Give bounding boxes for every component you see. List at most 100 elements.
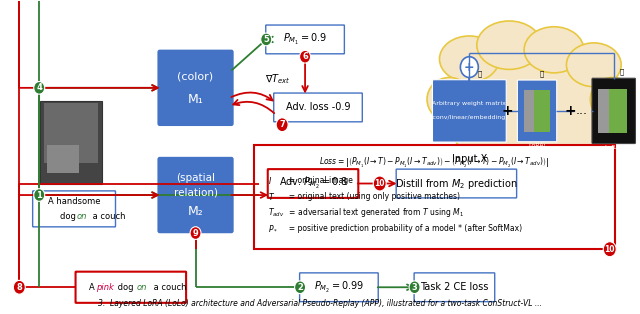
FancyBboxPatch shape — [33, 191, 115, 227]
Text: (conv/linear/embedding): (conv/linear/embedding) — [431, 115, 508, 120]
Text: Adv. loss -0.9: Adv. loss -0.9 — [285, 102, 350, 112]
Text: 🔒: 🔒 — [540, 71, 544, 77]
Circle shape — [604, 242, 616, 257]
Text: M₁: M₁ — [188, 93, 204, 106]
Circle shape — [276, 118, 288, 132]
Ellipse shape — [499, 154, 559, 195]
Text: = positive prediction probability of a model * (after SoftMax): = positive prediction probability of a m… — [284, 224, 522, 233]
Ellipse shape — [566, 43, 621, 87]
Text: dog: dog — [115, 283, 136, 292]
Text: LoRA₁: LoRA₁ — [528, 143, 546, 148]
Text: 10: 10 — [605, 245, 615, 254]
FancyBboxPatch shape — [254, 145, 614, 249]
Text: 3: 3 — [412, 283, 417, 292]
FancyBboxPatch shape — [274, 93, 362, 122]
Circle shape — [13, 280, 26, 294]
Circle shape — [260, 33, 272, 46]
Text: $P_*$: $P_*$ — [268, 224, 278, 233]
Text: 1: 1 — [36, 191, 42, 199]
Text: LoRAₖ: LoRAₖ — [605, 145, 623, 150]
Text: 10: 10 — [374, 179, 385, 188]
Text: $I$: $I$ — [268, 175, 272, 186]
Text: = original image: = original image — [284, 176, 353, 185]
Circle shape — [460, 57, 478, 78]
Text: = original text (using only positive matches): = original text (using only positive mat… — [284, 192, 460, 201]
Text: 6: 6 — [302, 52, 308, 61]
Text: $T_{adv}$: $T_{adv}$ — [268, 206, 285, 219]
FancyBboxPatch shape — [414, 273, 495, 302]
Text: 8: 8 — [17, 283, 22, 292]
FancyBboxPatch shape — [524, 90, 536, 132]
Text: $T$: $T$ — [268, 191, 275, 202]
Text: on: on — [77, 213, 88, 221]
Text: 🔒: 🔒 — [620, 68, 624, 75]
Ellipse shape — [590, 78, 635, 121]
Ellipse shape — [447, 145, 502, 185]
Text: pink: pink — [96, 283, 114, 292]
FancyBboxPatch shape — [159, 158, 232, 232]
Circle shape — [34, 82, 45, 94]
Text: a couch: a couch — [90, 213, 125, 221]
Circle shape — [34, 189, 45, 201]
Text: 5: 5 — [263, 35, 269, 44]
Text: on: on — [137, 283, 147, 292]
FancyBboxPatch shape — [592, 78, 636, 143]
FancyBboxPatch shape — [433, 80, 506, 142]
Text: $P_{M_2}=0.99$: $P_{M_2}=0.99$ — [314, 280, 364, 295]
Text: Adv. $P_{M_2}=0.8$: Adv. $P_{M_2}=0.8$ — [278, 176, 348, 191]
Text: (color): (color) — [177, 71, 214, 81]
Text: A handsome: A handsome — [48, 198, 100, 206]
Circle shape — [392, 186, 404, 200]
Ellipse shape — [427, 78, 472, 121]
Text: Task 2 CE loss: Task 2 CE loss — [420, 282, 488, 292]
Text: = adversarial text generated from $T$ using $M_1$: = adversarial text generated from $T$ us… — [284, 206, 464, 219]
Circle shape — [386, 202, 394, 211]
Text: +: + — [564, 104, 576, 118]
Ellipse shape — [477, 21, 541, 69]
Text: 7: 7 — [279, 120, 285, 129]
Text: $Loss = \left|\left(P_{M_1}(I \to T) - P_{M_1}(I \to T_{adv})\right) - \left(P_{: $Loss = \left|\left(P_{M_1}(I \to T) - P… — [319, 154, 550, 169]
FancyBboxPatch shape — [300, 273, 378, 302]
FancyBboxPatch shape — [517, 80, 557, 142]
Text: Input X: Input X — [452, 154, 487, 164]
Ellipse shape — [524, 27, 584, 73]
Text: 🔒: 🔒 — [477, 71, 481, 77]
Text: +: + — [501, 104, 513, 118]
Text: (spatial: (spatial — [176, 173, 215, 183]
Text: +: + — [464, 61, 475, 73]
Text: 4: 4 — [36, 83, 42, 92]
Circle shape — [409, 281, 420, 294]
Circle shape — [373, 176, 386, 191]
FancyBboxPatch shape — [534, 90, 550, 132]
Circle shape — [294, 281, 305, 294]
Ellipse shape — [449, 53, 609, 180]
Circle shape — [399, 167, 415, 186]
Text: A: A — [89, 283, 97, 292]
Text: a couch: a couch — [151, 283, 186, 292]
Text: 3.  Layered LoRA (LoLo) architecture and Adversarial Pseudo-Replay (APP), illust: 3. Layered LoRA (LoLo) architecture and … — [98, 299, 542, 308]
Text: dog: dog — [60, 213, 79, 221]
Text: Arbitrary weight matrix: Arbitrary weight matrix — [433, 101, 506, 106]
Text: 2: 2 — [297, 283, 303, 292]
Text: Distill from $M_2$ prediction: Distill from $M_2$ prediction — [395, 176, 518, 191]
FancyBboxPatch shape — [40, 100, 102, 183]
FancyBboxPatch shape — [47, 145, 79, 173]
Text: ...: ... — [576, 104, 588, 117]
Ellipse shape — [440, 36, 499, 82]
Circle shape — [190, 227, 201, 239]
FancyBboxPatch shape — [159, 51, 232, 125]
Text: M₂: M₂ — [188, 205, 204, 218]
FancyBboxPatch shape — [44, 103, 98, 163]
FancyBboxPatch shape — [266, 25, 344, 54]
Circle shape — [300, 50, 310, 63]
Text: $P_{M_1}=0.9$: $P_{M_1}=0.9$ — [283, 32, 327, 47]
FancyBboxPatch shape — [609, 89, 627, 133]
FancyBboxPatch shape — [268, 169, 358, 198]
FancyBboxPatch shape — [598, 89, 612, 133]
Text: $\nabla T_{ext}$: $\nabla T_{ext}$ — [266, 72, 291, 85]
FancyBboxPatch shape — [76, 272, 186, 303]
FancyBboxPatch shape — [396, 169, 516, 198]
Text: relation): relation) — [173, 188, 218, 198]
Ellipse shape — [556, 145, 611, 185]
Text: 9: 9 — [193, 229, 198, 238]
